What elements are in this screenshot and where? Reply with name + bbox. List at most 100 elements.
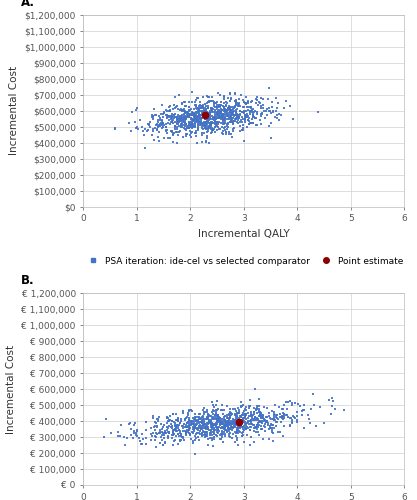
PSA iteration: ide-cel vs conventional care: (3.25, 4.74e+05): ide-cel vs conventional care: (3.25, 4.7…	[254, 405, 261, 413]
PSA iteration: ide-cel vs conventional care: (2.12, 3.84e+05): ide-cel vs conventional care: (2.12, 3.8…	[193, 420, 200, 428]
PSA iteration: ide-cel vs conventional care: (1.95, 3.41e+05): ide-cel vs conventional care: (1.95, 3.4…	[184, 426, 191, 434]
PSA iteration: ide-cel vs conventional care: (2.85, 3.08e+05): ide-cel vs conventional care: (2.85, 3.0…	[233, 432, 239, 440]
PSA iteration: ide-cel vs selected comparator: (1.57, 4.79e+05): ide-cel vs selected comparator: (1.57, 4…	[164, 126, 171, 134]
PSA iteration: ide-cel vs selected comparator: (2.82, 5.73e+05): ide-cel vs selected comparator: (2.82, 5…	[231, 111, 238, 119]
PSA iteration: ide-cel vs conventional care: (2.98, 3.12e+05): ide-cel vs conventional care: (2.98, 3.1…	[240, 431, 246, 439]
PSA iteration: ide-cel vs conventional care: (2.38, 3.4e+05): ide-cel vs conventional care: (2.38, 3.4…	[208, 426, 214, 434]
PSA iteration: ide-cel vs conventional care: (0.945, 3.27e+05): ide-cel vs conventional care: (0.945, 3.…	[131, 428, 137, 436]
PSA iteration: ide-cel vs conventional care: (1.73, 4.09e+05): ide-cel vs conventional care: (1.73, 4.0…	[173, 416, 179, 424]
PSA iteration: ide-cel vs selected comparator: (1.29, 5.65e+05): ide-cel vs selected comparator: (1.29, 5…	[149, 112, 156, 120]
PSA iteration: ide-cel vs selected comparator: (2.85, 5.71e+05): ide-cel vs selected comparator: (2.85, 5…	[233, 112, 239, 120]
PSA iteration: ide-cel vs conventional care: (2.72, 3.51e+05): ide-cel vs conventional care: (2.72, 3.5…	[226, 425, 232, 433]
PSA iteration: ide-cel vs conventional care: (2.53, 3.99e+05): ide-cel vs conventional care: (2.53, 3.9…	[216, 417, 222, 425]
PSA iteration: ide-cel vs conventional care: (3.03, 4.36e+05): ide-cel vs conventional care: (3.03, 4.3…	[242, 412, 249, 420]
PSA iteration: ide-cel vs selected comparator: (3.63, 6.53e+05): ide-cel vs selected comparator: (3.63, 6…	[274, 98, 281, 106]
PSA iteration: ide-cel vs conventional care: (3.43, 3.92e+05): ide-cel vs conventional care: (3.43, 3.9…	[264, 418, 270, 426]
PSA iteration: ide-cel vs selected comparator: (2.3, 6.04e+05): ide-cel vs selected comparator: (2.3, 6.…	[203, 106, 210, 114]
PSA iteration: ide-cel vs conventional care: (3.21, 4.28e+05): ide-cel vs conventional care: (3.21, 4.2…	[252, 412, 259, 420]
PSA iteration: ide-cel vs conventional care: (2.42, 4.43e+05): ide-cel vs conventional care: (2.42, 4.4…	[209, 410, 216, 418]
PSA iteration: ide-cel vs selected comparator: (2.3, 5.62e+05): ide-cel vs selected comparator: (2.3, 5.…	[203, 113, 210, 121]
PSA iteration: ide-cel vs selected comparator: (3.32, 5.82e+05): ide-cel vs selected comparator: (3.32, 5…	[258, 110, 264, 118]
PSA iteration: ide-cel vs selected comparator: (2.09, 5.23e+05): ide-cel vs selected comparator: (2.09, 5…	[192, 119, 198, 127]
PSA iteration: ide-cel vs conventional care: (2.88, 3.63e+05): ide-cel vs conventional care: (2.88, 3.6…	[234, 423, 241, 431]
PSA iteration: ide-cel vs conventional care: (2.97, 3.92e+05): ide-cel vs conventional care: (2.97, 3.9…	[239, 418, 246, 426]
PSA iteration: ide-cel vs selected comparator: (2.46, 5.71e+05): ide-cel vs selected comparator: (2.46, 5…	[212, 112, 219, 120]
PSA iteration: ide-cel vs conventional care: (2.33, 4.37e+05): ide-cel vs conventional care: (2.33, 4.3…	[205, 411, 212, 419]
PSA iteration: ide-cel vs conventional care: (1.94, 3.86e+05): ide-cel vs conventional care: (1.94, 3.8…	[184, 420, 191, 428]
PSA iteration: ide-cel vs selected comparator: (2.46, 5.55e+05): ide-cel vs selected comparator: (2.46, 5…	[212, 114, 219, 122]
PSA iteration: ide-cel vs selected comparator: (3.33, 5.19e+05): ide-cel vs selected comparator: (3.33, 5…	[258, 120, 265, 128]
PSA iteration: ide-cel vs conventional care: (2.68, 3.41e+05): ide-cel vs conventional care: (2.68, 3.4…	[224, 426, 230, 434]
PSA iteration: ide-cel vs selected comparator: (3.16, 5.67e+05): ide-cel vs selected comparator: (3.16, 5…	[249, 112, 256, 120]
PSA iteration: ide-cel vs selected comparator: (3.51, 5.27e+05): ide-cel vs selected comparator: (3.51, 5…	[268, 118, 275, 126]
PSA iteration: ide-cel vs conventional care: (1.96, 4.48e+05): ide-cel vs conventional care: (1.96, 4.4…	[185, 410, 191, 418]
PSA iteration: ide-cel vs selected comparator: (2.53, 5.9e+05): ide-cel vs selected comparator: (2.53, 5…	[216, 108, 222, 116]
PSA iteration: ide-cel vs conventional care: (2.58, 3.11e+05): ide-cel vs conventional care: (2.58, 3.1…	[218, 432, 225, 440]
PSA iteration: ide-cel vs selected comparator: (2.33, 6.55e+05): ide-cel vs selected comparator: (2.33, 6…	[205, 98, 212, 106]
PSA iteration: ide-cel vs selected comparator: (1.88, 6.58e+05): ide-cel vs selected comparator: (1.88, 6…	[181, 98, 187, 106]
PSA iteration: ide-cel vs selected comparator: (1.54, 5.21e+05): ide-cel vs selected comparator: (1.54, 5…	[163, 120, 169, 128]
PSA iteration: ide-cel vs conventional care: (1.12, 2.88e+05): ide-cel vs conventional care: (1.12, 2.8…	[140, 435, 147, 443]
PSA iteration: ide-cel vs selected comparator: (2.25, 5.96e+05): ide-cel vs selected comparator: (2.25, 5…	[201, 108, 207, 116]
PSA iteration: ide-cel vs conventional care: (2.68, 3.79e+05): ide-cel vs conventional care: (2.68, 3.7…	[224, 420, 230, 428]
PSA iteration: ide-cel vs selected comparator: (2.1, 6.3e+05): ide-cel vs selected comparator: (2.1, 6.…	[193, 102, 199, 110]
PSA iteration: ide-cel vs selected comparator: (2.14, 5.18e+05): ide-cel vs selected comparator: (2.14, 5…	[194, 120, 201, 128]
PSA iteration: ide-cel vs conventional care: (1.31, 4.32e+05): ide-cel vs conventional care: (1.31, 4.3…	[150, 412, 157, 420]
PSA iteration: ide-cel vs selected comparator: (2.53, 6.3e+05): ide-cel vs selected comparator: (2.53, 6…	[216, 102, 222, 110]
PSA iteration: ide-cel vs selected comparator: (2.62, 6.22e+05): ide-cel vs selected comparator: (2.62, 6…	[220, 104, 227, 112]
PSA iteration: ide-cel vs selected comparator: (1.54, 5.74e+05): ide-cel vs selected comparator: (1.54, 5…	[163, 111, 169, 119]
PSA iteration: ide-cel vs selected comparator: (2.45, 6.32e+05): ide-cel vs selected comparator: (2.45, 6…	[211, 102, 218, 110]
PSA iteration: ide-cel vs selected comparator: (1.99, 5.78e+05): ide-cel vs selected comparator: (1.99, 5…	[186, 110, 193, 118]
PSA iteration: ide-cel vs conventional care: (2.68, 4.37e+05): ide-cel vs conventional care: (2.68, 4.3…	[224, 411, 230, 419]
PSA iteration: ide-cel vs conventional care: (3.13, 2.99e+05): ide-cel vs conventional care: (3.13, 2.9…	[248, 433, 254, 441]
PSA iteration: ide-cel vs selected comparator: (2.6, 6.05e+05): ide-cel vs selected comparator: (2.6, 6.…	[219, 106, 226, 114]
PSA iteration: ide-cel vs conventional care: (2.8, 3.54e+05): ide-cel vs conventional care: (2.8, 3.54…	[230, 424, 236, 432]
Y-axis label: Incremental Cost: Incremental Cost	[9, 66, 19, 156]
PSA iteration: ide-cel vs conventional care: (2.1, 4.26e+05): ide-cel vs conventional care: (2.1, 4.26…	[192, 413, 199, 421]
PSA iteration: ide-cel vs selected comparator: (2.52, 5.55e+05): ide-cel vs selected comparator: (2.52, 5…	[215, 114, 221, 122]
PSA iteration: ide-cel vs conventional care: (1.41, 4.24e+05): ide-cel vs conventional care: (1.41, 4.2…	[156, 414, 162, 422]
PSA iteration: ide-cel vs conventional care: (3.32, 4.27e+05): ide-cel vs conventional care: (3.32, 4.2…	[257, 413, 264, 421]
PSA iteration: ide-cel vs selected comparator: (3.91, 5.49e+05): ide-cel vs selected comparator: (3.91, 5…	[289, 115, 296, 123]
PSA iteration: ide-cel vs conventional care: (2.75, 4.5e+05): ide-cel vs conventional care: (2.75, 4.5…	[228, 409, 234, 417]
PSA iteration: ide-cel vs conventional care: (4.64, 4.41e+05): ide-cel vs conventional care: (4.64, 4.4…	[328, 410, 335, 418]
PSA iteration: ide-cel vs conventional care: (2.22, 3.24e+05): ide-cel vs conventional care: (2.22, 3.2…	[199, 429, 206, 437]
PSA iteration: ide-cel vs conventional care: (3.41, 3.91e+05): ide-cel vs conventional care: (3.41, 3.9…	[263, 418, 269, 426]
PSA iteration: ide-cel vs selected comparator: (3.58, 5.64e+05): ide-cel vs selected comparator: (3.58, 5…	[272, 112, 279, 120]
PSA iteration: ide-cel vs conventional care: (2.33, 3.63e+05): ide-cel vs conventional care: (2.33, 3.6…	[205, 423, 211, 431]
PSA iteration: ide-cel vs conventional care: (2.74, 3.55e+05): ide-cel vs conventional care: (2.74, 3.5…	[227, 424, 234, 432]
PSA iteration: ide-cel vs conventional care: (3.52, 3.77e+05): ide-cel vs conventional care: (3.52, 3.7…	[269, 420, 275, 428]
PSA iteration: ide-cel vs selected comparator: (2.04, 5.84e+05): ide-cel vs selected comparator: (2.04, 5…	[189, 110, 196, 118]
PSA iteration: ide-cel vs conventional care: (0.969, 3.88e+05): ide-cel vs conventional care: (0.969, 3.…	[132, 419, 138, 427]
PSA iteration: ide-cel vs selected comparator: (1, 6.2e+05): ide-cel vs selected comparator: (1, 6.2e…	[133, 104, 140, 112]
PSA iteration: ide-cel vs selected comparator: (1.48, 5.78e+05): ide-cel vs selected comparator: (1.48, 5…	[159, 110, 166, 118]
PSA iteration: ide-cel vs conventional care: (1.01, 3.38e+05): ide-cel vs conventional care: (1.01, 3.3…	[134, 427, 141, 435]
PSA iteration: ide-cel vs selected comparator: (2.03, 5.72e+05): ide-cel vs selected comparator: (2.03, 5…	[188, 112, 195, 120]
PSA iteration: ide-cel vs conventional care: (2.72, 4.35e+05): ide-cel vs conventional care: (2.72, 4.3…	[226, 412, 232, 420]
PSA iteration: ide-cel vs selected comparator: (1.74, 5.44e+05): ide-cel vs selected comparator: (1.74, 5…	[173, 116, 180, 124]
PSA iteration: ide-cel vs selected comparator: (1.9, 5.07e+05): ide-cel vs selected comparator: (1.9, 5.…	[182, 122, 188, 130]
PSA iteration: ide-cel vs conventional care: (1.81, 2.84e+05): ide-cel vs conventional care: (1.81, 2.8…	[177, 436, 184, 444]
PSA iteration: ide-cel vs conventional care: (1.5, 3.14e+05): ide-cel vs conventional care: (1.5, 3.14…	[160, 430, 167, 438]
PSA iteration: ide-cel vs selected comparator: (2.76, 4.58e+05): ide-cel vs selected comparator: (2.76, 4…	[228, 130, 234, 138]
PSA iteration: ide-cel vs selected comparator: (2.56, 5.61e+05): ide-cel vs selected comparator: (2.56, 5…	[217, 113, 224, 121]
PSA iteration: ide-cel vs conventional care: (1.52, 2.71e+05): ide-cel vs conventional care: (1.52, 2.7…	[161, 438, 168, 446]
PSA iteration: ide-cel vs selected comparator: (1.86, 6.03e+05): ide-cel vs selected comparator: (1.86, 6…	[179, 106, 186, 114]
PSA iteration: ide-cel vs selected comparator: (1.67, 4.52e+05): ide-cel vs selected comparator: (1.67, 4…	[170, 130, 176, 138]
PSA iteration: ide-cel vs selected comparator: (2.03, 7.19e+05): ide-cel vs selected comparator: (2.03, 7…	[189, 88, 196, 96]
PSA iteration: ide-cel vs conventional care: (1.97, 4.64e+05): ide-cel vs conventional care: (1.97, 4.6…	[185, 406, 192, 414]
PSA iteration: ide-cel vs conventional care: (2.57, 4.69e+05): ide-cel vs conventional care: (2.57, 4.6…	[218, 406, 224, 414]
PSA iteration: ide-cel vs conventional care: (3.41, 3.93e+05): ide-cel vs conventional care: (3.41, 3.9…	[262, 418, 269, 426]
PSA iteration: ide-cel vs conventional care: (3.83, 5.16e+05): ide-cel vs conventional care: (3.83, 5.1…	[285, 398, 291, 406]
PSA iteration: ide-cel vs conventional care: (2.2, 3.57e+05): ide-cel vs conventional care: (2.2, 3.57…	[198, 424, 205, 432]
PSA iteration: ide-cel vs selected comparator: (1.18, 4.77e+05): ide-cel vs selected comparator: (1.18, 4…	[143, 126, 150, 134]
PSA iteration: ide-cel vs selected comparator: (1.82, 5.01e+05): ide-cel vs selected comparator: (1.82, 5…	[177, 123, 184, 131]
PSA iteration: ide-cel vs conventional care: (3.12, 5.29e+05): ide-cel vs conventional care: (3.12, 5.2…	[247, 396, 254, 404]
PSA iteration: ide-cel vs conventional care: (3.9, 3.95e+05): ide-cel vs conventional care: (3.9, 3.95…	[289, 418, 296, 426]
PSA iteration: ide-cel vs conventional care: (3.51, 3.8e+05): ide-cel vs conventional care: (3.51, 3.8…	[268, 420, 275, 428]
PSA iteration: ide-cel vs conventional care: (3.44, 3.78e+05): ide-cel vs conventional care: (3.44, 3.7…	[264, 420, 271, 428]
PSA iteration: ide-cel vs conventional care: (2.91, 3.83e+05): ide-cel vs conventional care: (2.91, 3.8…	[236, 420, 242, 428]
PSA iteration: ide-cel vs conventional care: (3.19, 2.68e+05): ide-cel vs conventional care: (3.19, 2.6…	[251, 438, 258, 446]
PSA iteration: ide-cel vs conventional care: (1.58, 3.34e+05): ide-cel vs conventional care: (1.58, 3.3…	[164, 428, 171, 436]
PSA iteration: ide-cel vs conventional care: (2.64, 3.17e+05): ide-cel vs conventional care: (2.64, 3.1…	[221, 430, 228, 438]
